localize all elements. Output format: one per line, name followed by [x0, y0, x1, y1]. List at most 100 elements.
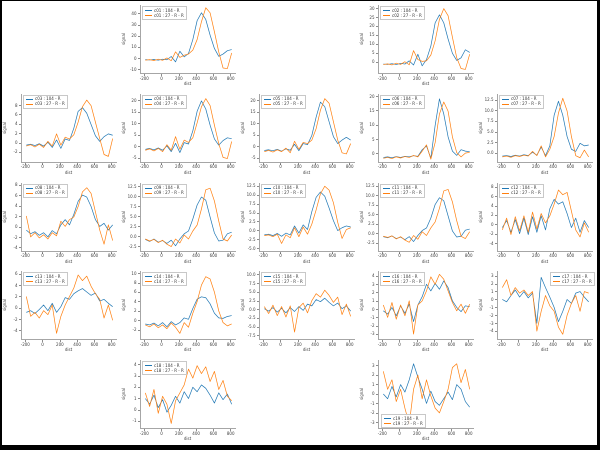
- legend-label: c06 : 104 - R: [392, 96, 418, 102]
- legend-label: c18 : 27 - R - R: [154, 367, 184, 373]
- y-tick-label: 2.5: [249, 298, 256, 304]
- plot-lines: [145, 98, 233, 159]
- y-axis-label: signal: [2, 210, 7, 223]
- x-tick-label: -200: [377, 341, 387, 347]
- x-tick-label: 200: [56, 253, 64, 259]
- y-tick-label: 0: [371, 306, 375, 312]
- y-tick-label: 5: [252, 132, 256, 138]
- legend-entry: c13 : 104 - R: [26, 274, 65, 279]
- y-tick-label: 5.0: [368, 211, 375, 217]
- x-tick-mark: [433, 162, 435, 165]
- x-tick-mark: [24, 340, 26, 343]
- x-tick-label: 0: [398, 75, 401, 81]
- x-axis-label: dist: [421, 258, 430, 264]
- y-tick-label: 2: [14, 130, 18, 136]
- x-tick-label: 200: [532, 253, 540, 259]
- y-tick-label: 20: [369, 93, 375, 99]
- y-axis-label: signal: [359, 210, 364, 223]
- x-tick-label: 200: [175, 430, 183, 436]
- x-tick-mark: [433, 340, 435, 343]
- y-tick-label: 4: [133, 298, 137, 304]
- y-tick-mark: [19, 285, 21, 286]
- legend-orange-swatch: [264, 103, 271, 105]
- plot-lines: [383, 188, 470, 243]
- y-tick-mark: [138, 196, 140, 197]
- y-tick-label: 0: [133, 317, 137, 323]
- legend-blue-swatch: [383, 10, 390, 11]
- y-tick-mark: [376, 412, 378, 414]
- x-tick-label: -200: [20, 341, 30, 347]
- y-tick-label: 1: [371, 298, 375, 304]
- x-tick-mark: [76, 251, 78, 254]
- legend-entry: c01 : 27 - R - R: [145, 13, 184, 18]
- x-tick-label: -200: [496, 341, 506, 347]
- x-tick-mark: [468, 429, 470, 432]
- x-tick-label: 0: [517, 253, 520, 259]
- x-tick-mark: [262, 340, 264, 343]
- y-tick-label: 3: [133, 373, 137, 379]
- y-tick-label: 6: [490, 193, 494, 199]
- x-tick-mark: [161, 340, 162, 343]
- plot-lines: [264, 290, 352, 333]
- x-tick-label: 800: [107, 253, 116, 259]
- y-tick-label: 2: [371, 289, 375, 295]
- y-tick-label: 20: [131, 97, 137, 103]
- legend-entry: c15 : 27 - R - R: [264, 279, 303, 284]
- x-tick-label: 200: [294, 341, 302, 347]
- y-tick-label: 4: [133, 361, 137, 367]
- x-tick-mark: [451, 162, 452, 165]
- y-tick-label: 20: [369, 23, 375, 29]
- y-tick-mark: [376, 384, 378, 385]
- y-tick-label: -4: [13, 327, 18, 333]
- legend-entry: c10 : 27 - R - R: [264, 191, 303, 196]
- y-tick-mark: [376, 422, 378, 423]
- x-tick-label: 0: [279, 164, 282, 170]
- axes-area: [21, 271, 117, 341]
- y-tick-label: -5: [132, 155, 137, 161]
- y-tick-label: 12.5: [365, 183, 375, 189]
- x-tick-mark: [314, 340, 316, 343]
- legend-label: c02 : 27 - R - R: [392, 12, 422, 18]
- x-tick-mark: [381, 429, 383, 432]
- y-tick-mark: [495, 186, 497, 188]
- series-blue-line: [145, 384, 233, 413]
- y-tick-mark: [138, 58, 140, 59]
- legend-label: c03 : 27 - R - R: [35, 101, 65, 107]
- x-tick-mark: [230, 429, 232, 432]
- series-orange-line: [145, 187, 232, 247]
- y-tick-mark: [495, 131, 497, 133]
- axes-area: [497, 271, 593, 341]
- legend-label: c16 : 104 - R: [392, 273, 418, 279]
- x-tick-mark: [381, 251, 383, 254]
- legend-entry: c01 : 104 - R: [145, 8, 184, 13]
- x-tick-mark: [535, 340, 537, 343]
- x-tick-mark: [433, 74, 435, 76]
- y-tick-label: 4: [14, 203, 18, 209]
- x-tick-mark: [262, 162, 264, 165]
- y-tick-mark: [257, 283, 259, 284]
- x-tick-mark: [332, 251, 333, 254]
- x-tick-mark: [195, 74, 197, 76]
- y-tick-label: 10: [131, 120, 137, 126]
- y-tick-mark: [257, 335, 259, 337]
- series-orange-line: [383, 101, 470, 160]
- legend-entry: c17 : 27 - R - R: [553, 279, 592, 284]
- y-tick-mark: [257, 111, 259, 113]
- legend-blue-swatch: [264, 98, 271, 100]
- legend-orange-swatch: [264, 192, 271, 194]
- x-tick-mark: [381, 74, 383, 76]
- y-tick-label: 1: [490, 288, 494, 294]
- y-tick-mark: [138, 386, 140, 388]
- x-tick-mark: [399, 429, 400, 432]
- y-tick-mark: [376, 195, 378, 196]
- x-tick-mark: [451, 429, 452, 432]
- y-tick-mark: [495, 283, 497, 285]
- y-tick-mark: [376, 317, 378, 319]
- y-tick-label: -7.5: [247, 332, 256, 338]
- series-orange-line: [383, 188, 470, 243]
- x-tick-label: -200: [496, 164, 506, 170]
- y-tick-mark: [495, 196, 497, 197]
- legend-entry: c03 : 27 - R - R: [26, 102, 65, 107]
